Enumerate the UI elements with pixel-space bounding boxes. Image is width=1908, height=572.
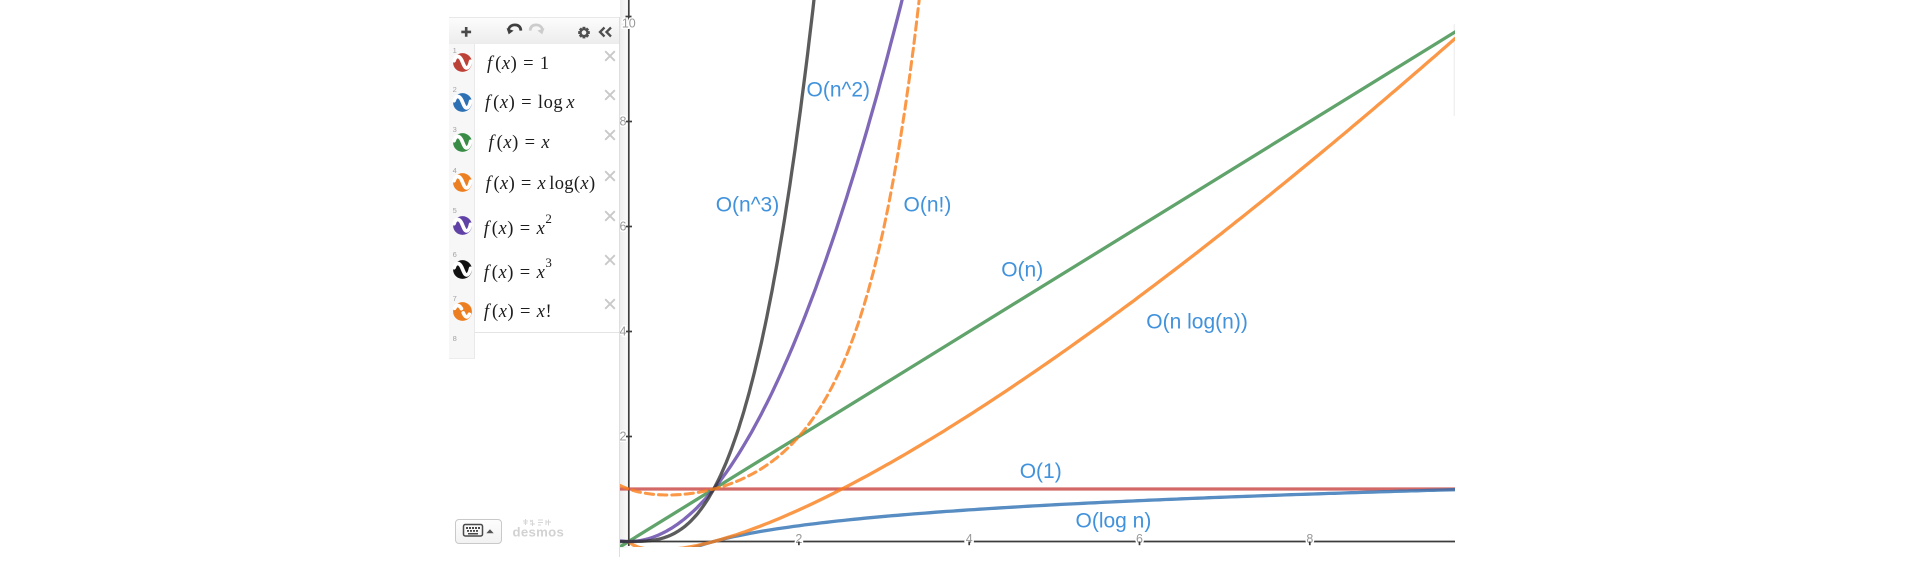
svg-text:desmos: desmos (513, 524, 565, 539)
svg-text:10: 10 (622, 17, 636, 31)
svg-text:6: 6 (1136, 532, 1143, 546)
svg-text:O(log n): O(log n) (1076, 510, 1152, 533)
svg-text:8: 8 (620, 115, 627, 129)
svg-text:4: 4 (966, 532, 973, 546)
svg-text:4: 4 (620, 325, 627, 339)
svg-text:6: 6 (620, 220, 627, 234)
svg-text:O(n^2): O(n^2) (807, 79, 871, 102)
svg-text:O(n): O(n) (1001, 259, 1043, 282)
svg-text:2: 2 (620, 430, 627, 444)
svg-text:O(n log(n)): O(n log(n)) (1146, 310, 1248, 333)
svg-text:O(n!): O(n!) (904, 194, 952, 217)
svg-text:8: 8 (1306, 532, 1313, 546)
svg-text:2: 2 (795, 532, 802, 546)
svg-text:O(n^3): O(n^3) (716, 194, 780, 217)
svg-text:O(1): O(1) (1020, 460, 1062, 483)
